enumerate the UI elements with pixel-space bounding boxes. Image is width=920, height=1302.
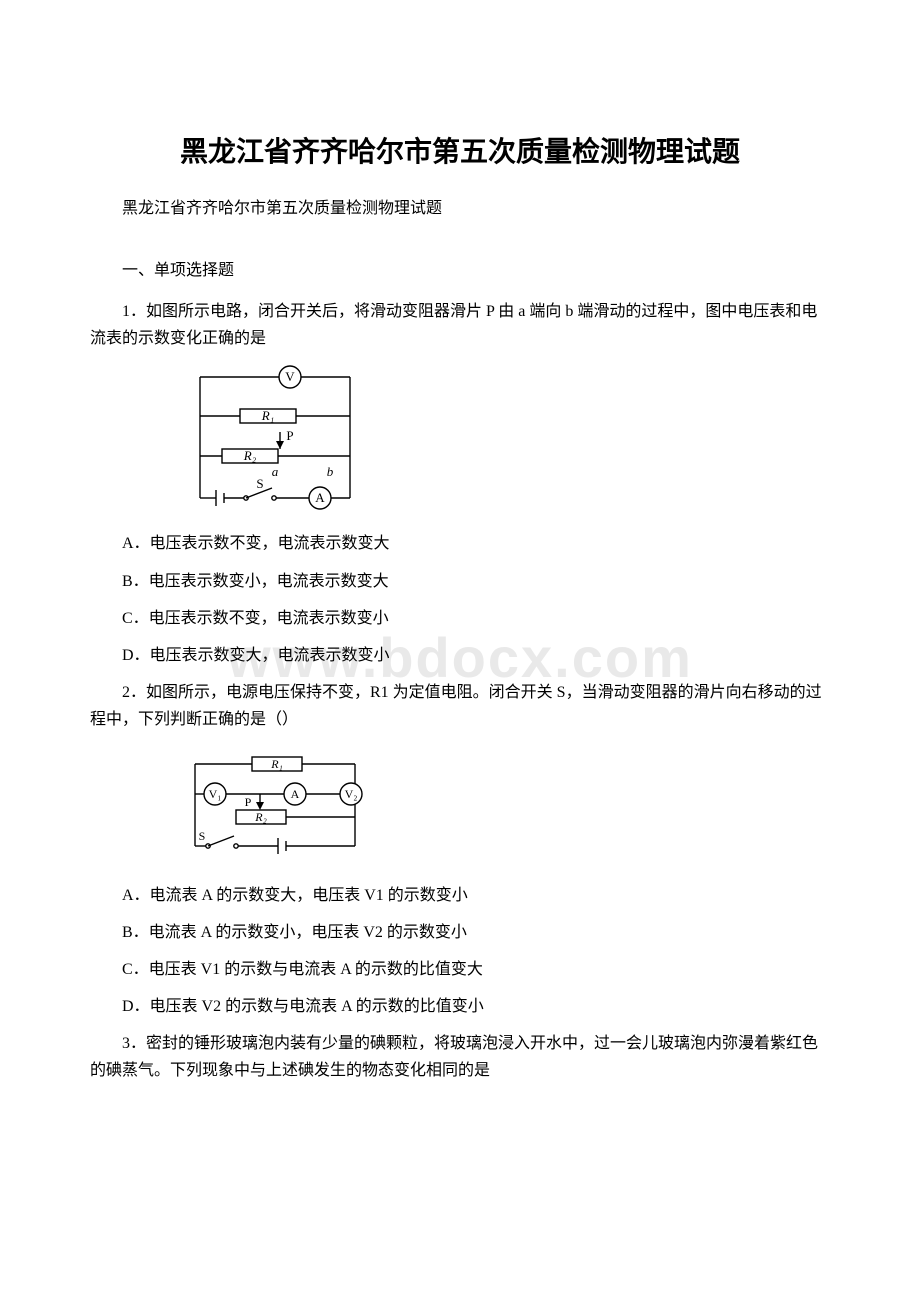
diagram1-label-A: A (315, 490, 325, 505)
diagram1-label-P: P (286, 428, 293, 443)
question-2-prompt: 2．如图所示，电源电压保持不变，R1 为定值电阻。闭合开关 S，当滑动变阻器的滑… (90, 679, 830, 733)
diagram1-label-S: S (256, 476, 263, 491)
q2-option-d: D．电压表 V2 的示数与电流表 A 的示数的比值变小 (90, 993, 830, 1020)
diagram2-label-A: A (291, 787, 300, 801)
q2-option-c: C．电压表 V1 的示数与电流表 A 的示数的比值变大 (90, 956, 830, 983)
diagram1-label-R1: R₁ (261, 408, 274, 423)
subtitle: 黑龙江省齐齐哈尔市第五次质量检测物理试题 (90, 194, 830, 218)
section-heading: 一、单项选择题 (90, 256, 830, 280)
diagram1-label-b: b (327, 464, 334, 479)
diagram1-label-R2: R₂ (243, 448, 257, 463)
page: 黑龙江省齐齐哈尔市第五次质量检测物理试题 黑龙江省齐齐哈尔市第五次质量检测物理试… (0, 0, 920, 1157)
q1-option-b: B．电压表示数变小，电流表示数变大 (90, 568, 830, 595)
question-1-diagram: V A R₁ R₂ P a b S (180, 364, 830, 514)
diagram1-label-V: V (285, 369, 295, 384)
q2-option-a: A．电流表 A 的示数变大，电压表 V1 的示数变小 (90, 882, 830, 909)
q1-option-d: D．电压表示数变大，电流表示数变小 (90, 642, 830, 669)
diagram2-label-V2: V₂ (345, 787, 358, 801)
diagram2-label-S: S (199, 829, 206, 843)
diagram2-label-P: P (245, 795, 252, 809)
page-title: 黑龙江省齐齐哈尔市第五次质量检测物理试题 (90, 130, 830, 170)
q2-option-b: B．电流表 A 的示数变小，电压表 V2 的示数变小 (90, 919, 830, 946)
q1-option-a: A．电压表示数不变，电流表示数变大 (90, 530, 830, 557)
question-2-diagram: R₁ V₁ A V₂ P R₂ S (180, 746, 830, 866)
q1-option-c: C．电压表示数不变，电流表示数变小 (90, 605, 830, 632)
question-1-prompt: 1．如图所示电路，闭合开关后，将滑动变阻器滑片 P 由 a 端向 b 端滑动的过… (90, 298, 830, 352)
diagram2-label-V1: V₁ (209, 787, 222, 801)
diagram2-label-R2: R₂ (254, 810, 267, 824)
diagram2-label-R1: R₁ (270, 757, 283, 771)
diagram1-label-a: a (272, 464, 279, 479)
question-3-prompt: 3．密封的锤形玻璃泡内装有少量的碘颗粒，将玻璃泡浸入开水中，过一会儿玻璃泡内弥漫… (90, 1030, 830, 1084)
